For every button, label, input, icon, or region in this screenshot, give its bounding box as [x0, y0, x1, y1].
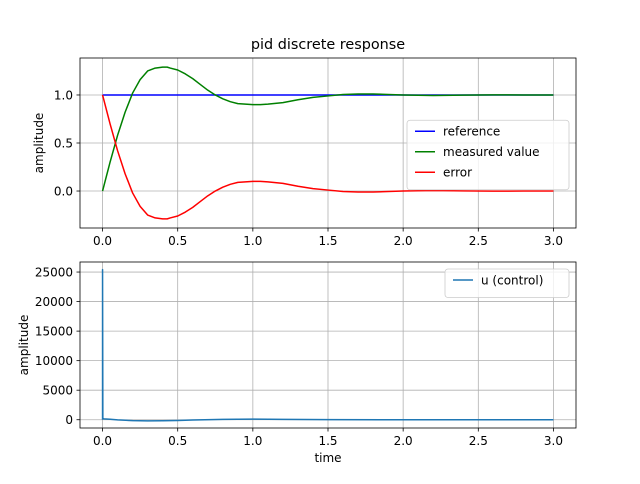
- y-axis-label: amplitude: [17, 315, 31, 376]
- x-tick-label: 2.0: [394, 234, 413, 248]
- chart-title: pid discrete response: [251, 37, 405, 53]
- y-tick-label: 20000: [35, 295, 73, 309]
- y-tick-label: 0.5: [54, 136, 73, 150]
- legend: u (control): [444, 268, 570, 298]
- legend-label: error: [443, 166, 472, 180]
- series-line-measured-value: [101, 66, 554, 192]
- y-tick-label: 25000: [35, 265, 73, 279]
- x-tick-label: 1.0: [243, 434, 262, 448]
- legend-box: [406, 119, 570, 191]
- x-tick-label: 1.5: [318, 434, 337, 448]
- x-tick-label: 2.0: [394, 434, 413, 448]
- y-tick-label: 1.0: [54, 88, 73, 102]
- x-tick-label: 1.5: [318, 234, 337, 248]
- legend-label: measured value: [443, 145, 540, 159]
- y-tick-label: 0: [65, 413, 73, 427]
- x-tick-label: 3.0: [544, 434, 563, 448]
- x-tick-label: 0.0: [93, 234, 112, 248]
- x-tick-label: 2.5: [469, 234, 488, 248]
- x-tick-label: 0.5: [168, 434, 187, 448]
- x-tick-label: 2.5: [469, 434, 488, 448]
- y-tick-label: 15000: [35, 324, 73, 338]
- legend-label: reference: [443, 125, 500, 139]
- axes-1: 0.0 0.5 1.0 1.5 2.0 2.5 3.0 0.0 0.5 1.0 pid discre…: [32, 37, 577, 248]
- series-line-error: [101, 94, 554, 220]
- y-tick-label: 0.0: [54, 184, 73, 198]
- y-axis-label: amplitude: [32, 113, 46, 174]
- x-axis-label: time: [314, 451, 341, 465]
- y-tick-label: 10000: [35, 354, 73, 368]
- legend-label: u (control): [481, 273, 543, 287]
- series-line-u-control-: [101, 268, 554, 422]
- x-tick-label: 0.0: [93, 434, 112, 448]
- x-tick-label: 0.5: [168, 234, 187, 248]
- axes-2: 0.0 0.5 1.0 1.5 2.0 2.5 3.0 0 5000 10000 15000 2000…: [17, 261, 577, 465]
- legend: reference measured value error: [406, 119, 570, 191]
- x-tick-label: 3.0: [544, 234, 563, 248]
- x-tick-label: 1.0: [243, 234, 262, 248]
- legend-box: [444, 268, 570, 298]
- y-tick-label: 5000: [42, 383, 73, 397]
